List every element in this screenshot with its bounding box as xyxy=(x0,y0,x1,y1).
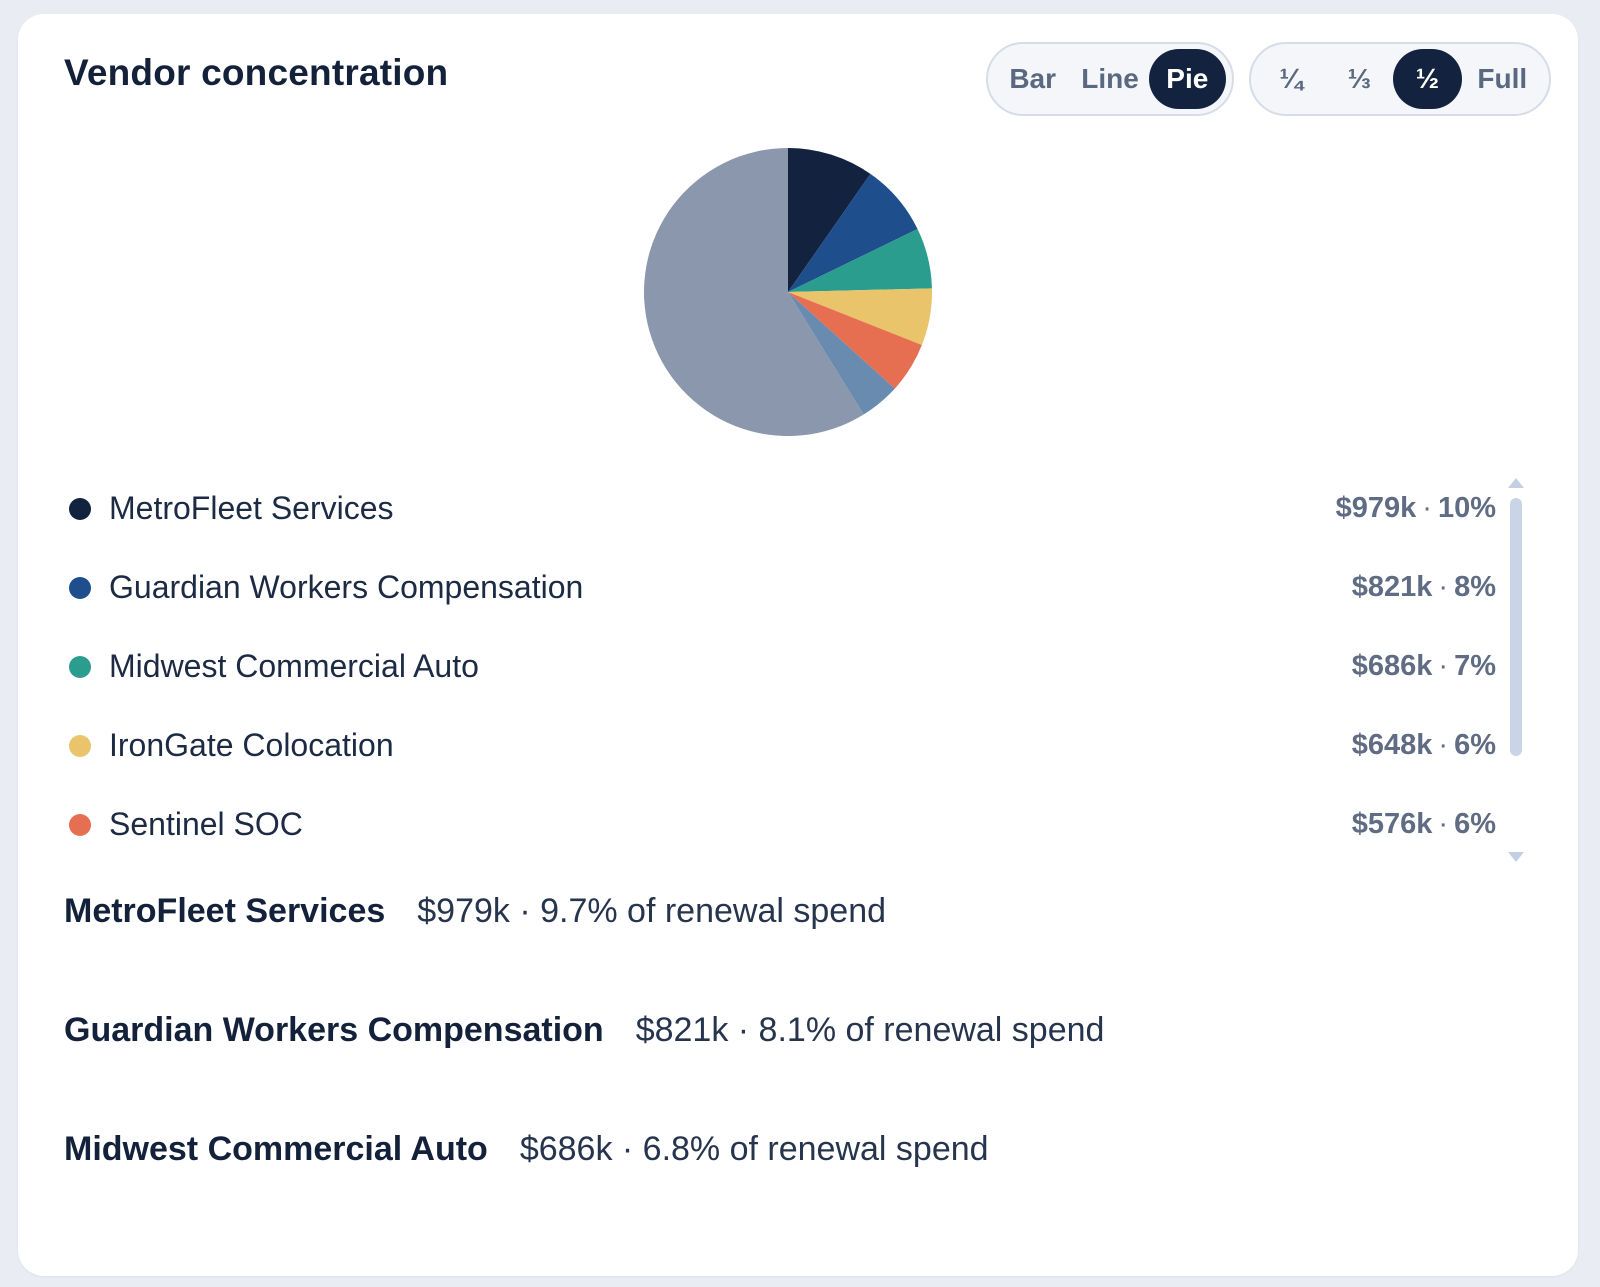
pie-slice[interactable] xyxy=(788,229,932,292)
detail-row: MetroFleet Services $979k · 9.7% of rene… xyxy=(64,892,886,931)
pie-slice[interactable] xyxy=(788,173,918,292)
legend-item-amount: $576k xyxy=(1351,808,1433,840)
legend-item[interactable]: Sentinel SOC $576k · 6% xyxy=(64,785,1496,859)
legend-item-percent: 7% xyxy=(1454,650,1496,682)
size-quarter-button[interactable]: ¼ xyxy=(1279,63,1303,94)
pie-chart xyxy=(644,148,932,436)
legend-item-percent: 10% xyxy=(1437,492,1496,524)
legend-item-amount: $821k xyxy=(1351,571,1433,603)
scrollbar-thumb[interactable] xyxy=(1510,498,1522,756)
legend-item[interactable]: MetroFleet Services $979k · 10% xyxy=(64,469,1496,548)
card-title: Vendor concentration xyxy=(64,52,449,93)
legend-item-percent: 8% xyxy=(1454,571,1496,603)
legend-item-percent: 6% xyxy=(1454,808,1496,840)
detail-vendor-value: $686k · 6.8% of renewal spend xyxy=(519,1130,989,1168)
size-third-button[interactable]: ⅓ xyxy=(1347,63,1371,94)
detail-vendor-value: $821k · 8.1% of renewal spend xyxy=(635,1011,1105,1049)
detail-vendor-name: MetroFleet Services xyxy=(64,892,386,930)
size-full-button[interactable]: Full xyxy=(1477,63,1528,94)
detail-vendor-name: Midwest Commercial Auto xyxy=(64,1130,488,1168)
size-toggle: ¼ ⅓ ½ Full xyxy=(1249,42,1551,116)
size-half-button[interactable]: ½ xyxy=(1393,49,1462,109)
legend-list: MetroFleet Services $979k · 10% Guardian W… xyxy=(64,469,1496,859)
chart-type-bar-button[interactable]: Bar xyxy=(1009,63,1057,94)
scroll-down-arrow-icon[interactable] xyxy=(1508,850,1524,864)
vendor-concentration-card: Vendor concentration Bar Line Pie ¼ ⅓ ½ … xyxy=(18,14,1578,1276)
detail-vendor-name: Guardian Workers Compensation xyxy=(64,1011,604,1049)
legend-item[interactable]: Midwest Commercial Auto $686k · 7% xyxy=(64,627,1496,706)
legend-scrollbar[interactable] xyxy=(1508,476,1524,864)
legend-swatch xyxy=(69,576,91,599)
legend-item-amount: $686k xyxy=(1351,650,1433,682)
legend-swatch xyxy=(69,655,91,678)
chart-type-line-button[interactable]: Line xyxy=(1081,63,1139,94)
chart-type-pie-button[interactable]: Pie xyxy=(1148,49,1226,109)
pie-slice[interactable] xyxy=(788,288,932,346)
legend-item[interactable]: Guardian Workers Compensation $821k · 8% xyxy=(64,548,1496,627)
legend-item-value: $576k · 6% xyxy=(1351,808,1496,840)
legend-item-percent: 6% xyxy=(1454,729,1496,761)
pie-slice[interactable] xyxy=(788,292,922,389)
chart-type-toggle: Bar Line Pie xyxy=(986,42,1234,116)
detail-row: Midwest Commercial Auto $686k · 6.8% of … xyxy=(64,1130,989,1169)
legend-item-label: MetroFleet Services xyxy=(109,490,394,526)
legend-item-label: Guardian Workers Compensation xyxy=(109,569,584,605)
legend-swatch xyxy=(69,734,91,757)
legend-item-value: $821k · 8% xyxy=(1351,571,1496,603)
pie-slice[interactable] xyxy=(788,292,895,415)
legend-swatch xyxy=(69,813,91,836)
pie-slice[interactable] xyxy=(788,148,871,292)
legend-swatch xyxy=(69,497,91,520)
legend-item-label: Midwest Commercial Auto xyxy=(109,648,479,684)
legend-item-label: IronGate Colocation xyxy=(109,727,394,763)
pie-slice[interactable] xyxy=(644,148,864,436)
legend-item-value: $979k · 10% xyxy=(1335,492,1496,524)
legend-item-value: $686k · 7% xyxy=(1351,650,1496,682)
legend-item-amount: $979k xyxy=(1335,492,1417,524)
legend-item[interactable]: IronGate Colocation $648k · 6% xyxy=(64,706,1496,785)
legend-item-amount: $648k xyxy=(1351,729,1433,761)
legend-item-value: $648k · 6% xyxy=(1351,729,1496,761)
detail-vendor-value: $979k · 9.7% of renewal spend xyxy=(417,892,887,930)
legend-item-label: Sentinel SOC xyxy=(109,806,303,842)
scroll-up-arrow-icon[interactable] xyxy=(1508,476,1524,490)
detail-row: Guardian Workers Compensation $821k · 8.… xyxy=(64,1011,1104,1050)
